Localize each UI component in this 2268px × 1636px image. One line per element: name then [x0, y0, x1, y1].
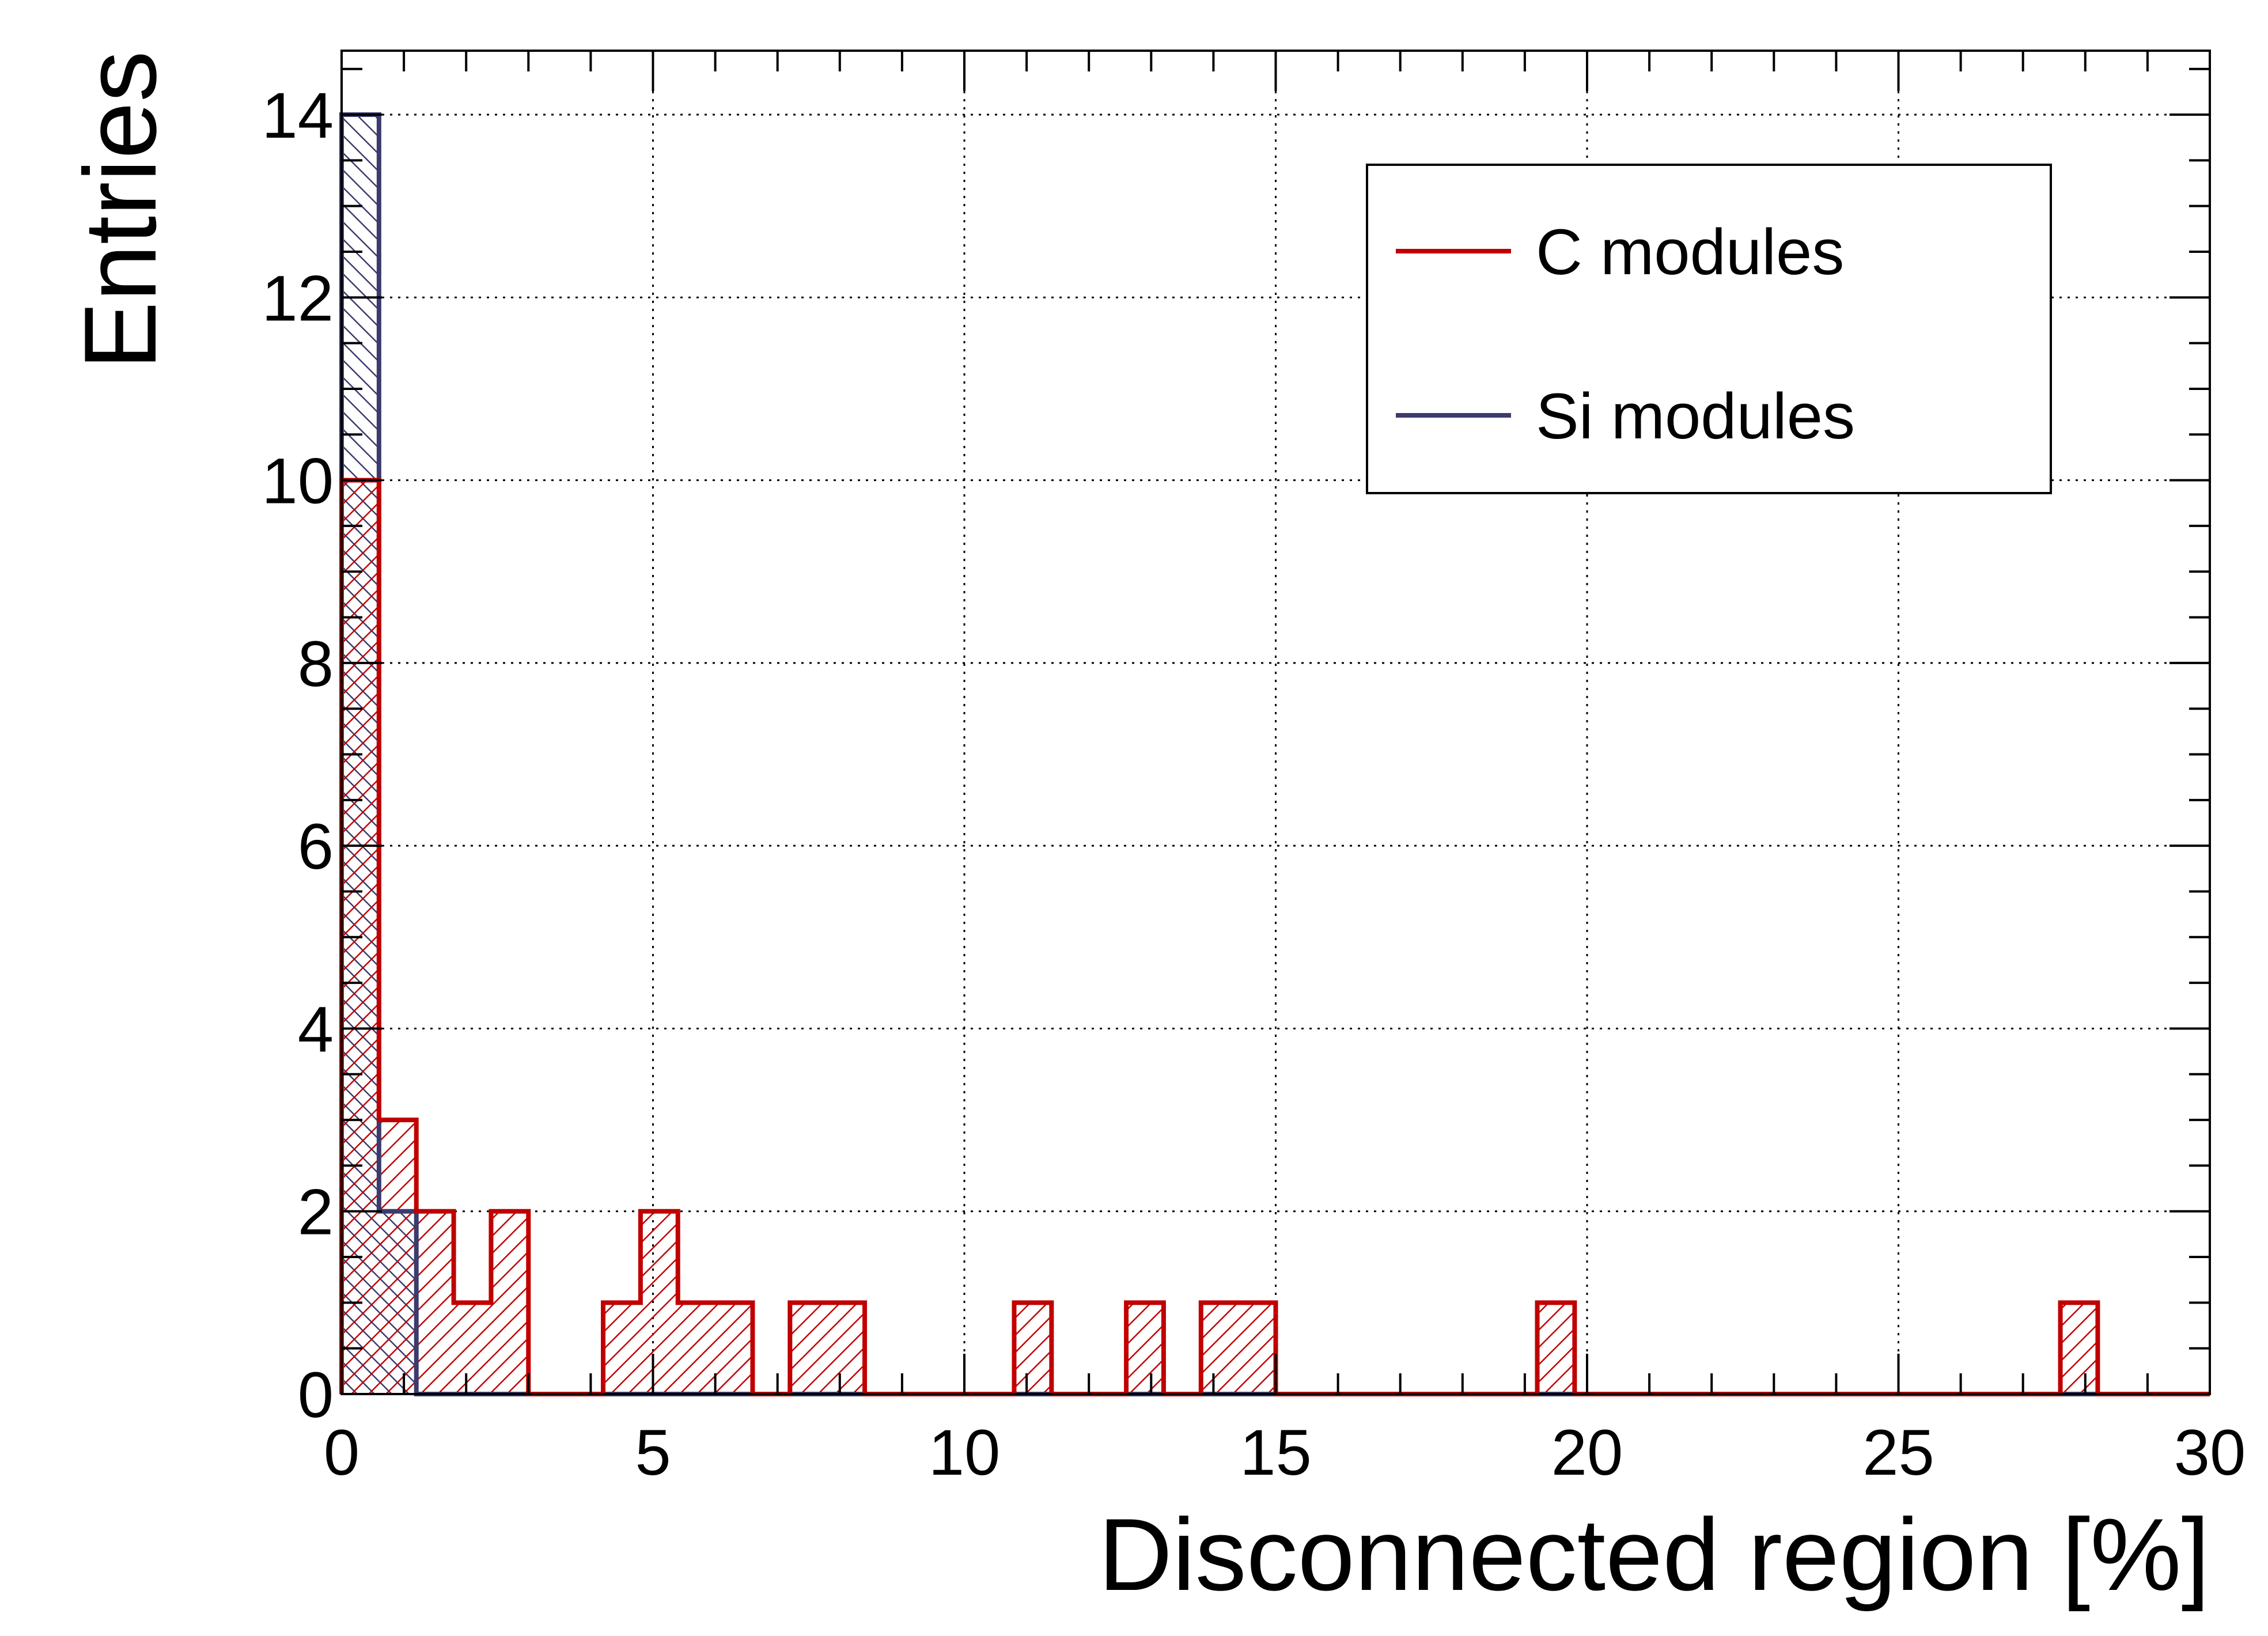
bar-c-modules [1201, 1302, 1239, 1394]
x-tick-label: 25 [1862, 1417, 1934, 1489]
x-tick-label: 15 [1240, 1417, 1312, 1489]
legend-label-c-modules: C modules [1536, 216, 1844, 288]
bar-c-modules [378, 1120, 417, 1394]
bar-c-modules [677, 1302, 715, 1394]
y-tick-label: 10 [262, 445, 334, 517]
legend-label-si-modules: Si modules [1536, 380, 1855, 452]
y-tick-label: 12 [262, 262, 334, 334]
tick-labels: 0 5 10 15 20 25 30 0 2 4 6 8 10 12 14 [262, 79, 2246, 1489]
bar-c-modules [715, 1302, 753, 1394]
bar-c-modules [827, 1302, 865, 1394]
bar-c-modules [1238, 1302, 1276, 1394]
legend: C modules Si modules [1366, 164, 2052, 494]
y-tick-label: 8 [298, 628, 334, 700]
bar-c-modules [1014, 1302, 1052, 1394]
y-tick-label: 14 [262, 79, 334, 152]
x-tick-label: 20 [1551, 1417, 1623, 1489]
x-tick-label: 0 [324, 1417, 359, 1489]
bar-c-modules [2060, 1302, 2098, 1394]
x-tick-label: 30 [2174, 1417, 2246, 1489]
bar-c-modules [416, 1211, 454, 1394]
bar-c-modules [491, 1211, 529, 1394]
bar-c-modules [1126, 1302, 1164, 1394]
bar-c-modules [640, 1211, 678, 1394]
x-tick-label: 10 [929, 1417, 1001, 1489]
y-axis-title: Entries [63, 51, 177, 370]
x-axis-title: Disconnected region [%] [1099, 1497, 2210, 1612]
y-tick-label: 0 [298, 1359, 334, 1431]
bar-c-modules [1537, 1302, 1575, 1394]
y-tick-label: 2 [298, 1176, 334, 1248]
y-tick-label: 6 [298, 811, 334, 883]
bar-c-modules [603, 1302, 641, 1394]
bar-c-modules [790, 1302, 828, 1394]
x-tick-label: 5 [635, 1417, 671, 1489]
y-tick-label: 4 [298, 993, 334, 1065]
legend-box [1366, 164, 2052, 494]
bar-c-modules [453, 1302, 491, 1394]
axis-ticks [340, 51, 2211, 1395]
